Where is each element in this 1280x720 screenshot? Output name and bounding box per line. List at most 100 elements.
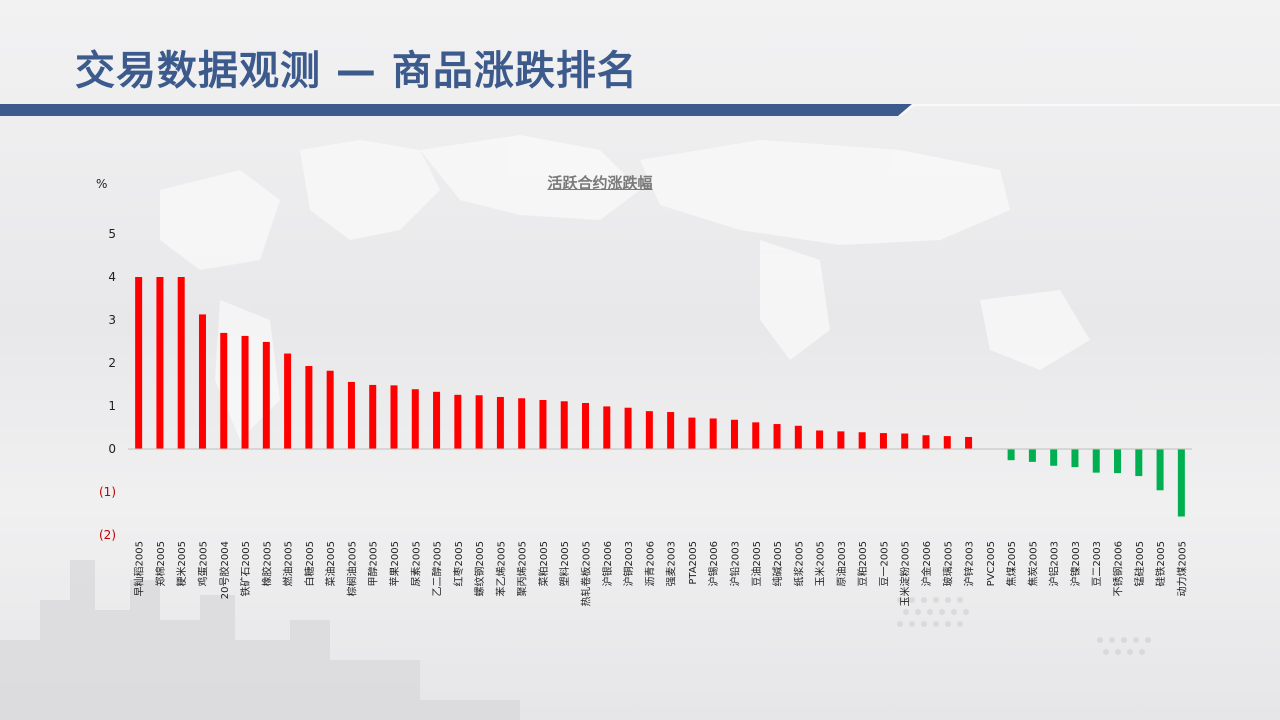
x-category-label: 焦炭2005 xyxy=(1026,541,1039,586)
bar-loss xyxy=(1050,449,1058,466)
bar-loss xyxy=(1028,449,1036,462)
x-category-label: 粳米2005 xyxy=(175,541,188,586)
title-underline-bar xyxy=(0,104,1280,116)
bar-gain xyxy=(539,399,547,449)
x-category-label: 鸡蛋2005 xyxy=(196,541,209,586)
bar-gain xyxy=(177,277,185,449)
x-category-label: 塑料2005 xyxy=(558,541,571,586)
x-category-label: 豆二2003 xyxy=(1091,541,1103,586)
x-category-label: 菜粕2005 xyxy=(537,541,550,586)
bar-gain xyxy=(709,418,717,449)
bar-gain xyxy=(241,335,249,449)
bar-loss xyxy=(1135,449,1143,477)
x-category-label: 红枣2005 xyxy=(452,541,465,586)
x-category-label: 甲醇2005 xyxy=(367,541,380,586)
x-category-label: 动力煤2005 xyxy=(1175,541,1188,596)
x-category-label: 苯乙烯2005 xyxy=(494,541,507,596)
bar-gain xyxy=(347,381,355,449)
x-category-label: 菜油2005 xyxy=(324,541,337,586)
x-category-label: 郑棉2005 xyxy=(154,541,167,586)
bar-loss xyxy=(1092,449,1100,473)
bar-gain xyxy=(730,419,738,449)
bar-gain xyxy=(645,411,653,449)
bar-gain xyxy=(603,406,611,449)
x-category-label: 不锈钢2006 xyxy=(1112,541,1125,596)
bar-gain xyxy=(326,370,334,449)
x-category-label: 20号胶2004 xyxy=(218,541,231,599)
x-category-label: 玉米2005 xyxy=(814,541,827,586)
x-category-label: 硅铁2005 xyxy=(1154,541,1167,586)
x-category-label: 沪金2006 xyxy=(920,541,933,586)
bar-gain xyxy=(688,417,696,449)
x-category-label: 豆一2005 xyxy=(878,541,890,586)
chart-title: 活跃合约涨跌幅 xyxy=(547,174,653,192)
y-axis-unit-label: % xyxy=(96,177,108,191)
x-category-label: 沥青2006 xyxy=(643,541,656,586)
x-category-label: 橡胶2005 xyxy=(260,541,273,586)
x-category-label: 原油2003 xyxy=(835,541,848,586)
bar-gain xyxy=(560,401,568,449)
x-category-label: 棕榈油2005 xyxy=(345,541,358,596)
bar-gain xyxy=(518,398,526,449)
x-category-label: 铁矿石2005 xyxy=(239,541,252,596)
x-category-label: 沪锌2003 xyxy=(963,541,976,586)
bar-gain xyxy=(433,391,441,449)
bar-loss xyxy=(1177,449,1185,517)
x-category-label: 螺纹钢2005 xyxy=(473,541,486,596)
x-category-label: 纸浆2005 xyxy=(792,541,805,586)
x-category-label: 早籼稻2005 xyxy=(133,541,146,596)
x-category-label: 苹果2005 xyxy=(388,541,401,586)
x-category-label: 尿素2005 xyxy=(409,541,422,586)
bar-gain xyxy=(454,394,462,449)
x-category-label: 纯碱2005 xyxy=(771,541,784,586)
bar-gain xyxy=(773,424,781,449)
y-tick-label: 1 xyxy=(108,399,116,413)
bar-gain xyxy=(858,432,866,449)
bar-gain xyxy=(135,277,143,449)
bar-gain xyxy=(943,436,951,449)
x-category-label: 沪铅2003 xyxy=(728,541,741,586)
bar-gain xyxy=(624,407,632,449)
bar-gain xyxy=(901,433,909,449)
x-category-label: 焦煤2005 xyxy=(1005,541,1018,586)
x-category-label: 沪银2006 xyxy=(601,541,614,586)
y-tick-label: 0 xyxy=(108,442,116,456)
bar-gain xyxy=(156,277,164,449)
x-category-label: 乙二醇2005 xyxy=(431,541,444,596)
y-tick-label: (2) xyxy=(99,528,116,542)
x-category-label: PVC2005 xyxy=(986,541,997,586)
x-category-label: 豆粕2005 xyxy=(856,541,869,586)
x-category-label: 热轧卷板2005 xyxy=(580,541,593,606)
bar-gain xyxy=(496,396,504,449)
y-tick-label: 2 xyxy=(108,356,116,370)
x-category-label: 锰硅2005 xyxy=(1133,541,1146,586)
bar-loss xyxy=(1114,449,1122,474)
bar-gain xyxy=(305,366,313,449)
bar-gain xyxy=(667,412,675,449)
x-category-label: 白糖2005 xyxy=(303,541,316,586)
bar-gain xyxy=(411,389,419,449)
bar-gain xyxy=(752,422,760,449)
bar-gain xyxy=(198,314,206,449)
x-category-label: 豆油2005 xyxy=(750,541,763,586)
slide-title: 交易数据观测 — 商品涨跌排名 xyxy=(75,48,638,94)
x-category-label: 沪铝2003 xyxy=(1048,541,1061,586)
bar-gain xyxy=(369,384,377,449)
y-tick-label: 5 xyxy=(108,227,116,241)
x-category-label: 强麦2003 xyxy=(666,541,678,586)
bar-gain xyxy=(262,341,270,449)
bar-loss xyxy=(1007,449,1015,461)
bar-gain xyxy=(965,436,973,449)
bar-gain xyxy=(922,435,930,449)
x-category-label: 聚丙烯2005 xyxy=(516,541,529,596)
x-category-label: 玻璃2005 xyxy=(941,541,954,586)
x-category-label: 玉米淀粉2005 xyxy=(899,541,912,606)
bar-gain xyxy=(879,433,887,449)
y-tick-label: (1) xyxy=(99,485,116,499)
bar-loss xyxy=(1071,449,1079,468)
bar-gain xyxy=(390,385,398,449)
bar-gain xyxy=(220,332,228,449)
bar-gain xyxy=(837,431,845,449)
x-category-label: 沪锡2006 xyxy=(707,541,720,586)
